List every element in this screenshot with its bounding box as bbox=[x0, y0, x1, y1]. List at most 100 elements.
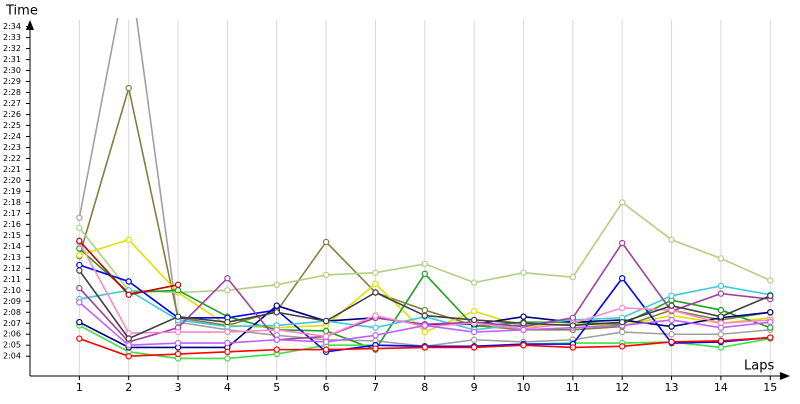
point bbox=[76, 245, 83, 252]
point bbox=[224, 287, 231, 294]
point bbox=[668, 316, 675, 324]
point bbox=[520, 320, 527, 327]
point bbox=[668, 292, 675, 299]
x-tick-label: 3 bbox=[175, 381, 182, 394]
point bbox=[125, 342, 132, 349]
point bbox=[76, 267, 83, 274]
point bbox=[125, 291, 132, 298]
x-tick-label: 5 bbox=[273, 381, 280, 394]
y-tick-label: 2:06 bbox=[3, 330, 21, 339]
y-tick-label: 2:29 bbox=[3, 77, 21, 86]
y-tick-label: 2:14 bbox=[3, 242, 21, 251]
y-tick-label: 2:09 bbox=[3, 297, 21, 306]
point bbox=[76, 224, 83, 231]
point bbox=[125, 335, 132, 342]
point bbox=[520, 342, 527, 349]
point bbox=[372, 312, 379, 319]
point bbox=[224, 318, 231, 326]
point bbox=[470, 336, 478, 343]
x-tick-label: 1 bbox=[76, 381, 83, 394]
y-tick-label: 2:07 bbox=[3, 319, 21, 328]
y-tick-label: 2:30 bbox=[3, 66, 21, 75]
point bbox=[421, 322, 429, 329]
point bbox=[470, 344, 478, 351]
point bbox=[619, 275, 626, 282]
point bbox=[569, 344, 577, 351]
x-axis-label: Laps bbox=[744, 359, 774, 374]
y-tick-label: 2:24 bbox=[3, 132, 21, 141]
point bbox=[717, 324, 725, 331]
point bbox=[224, 339, 231, 347]
point bbox=[125, 278, 132, 285]
x-tick-label: 4 bbox=[224, 381, 231, 394]
point bbox=[668, 323, 675, 330]
y-tick-label: 2:17 bbox=[3, 209, 21, 218]
point bbox=[668, 338, 675, 346]
point bbox=[421, 328, 429, 336]
point bbox=[767, 324, 774, 331]
x-tick-label: 2 bbox=[125, 381, 132, 394]
point bbox=[717, 337, 725, 345]
y-tick-label: 2:21 bbox=[3, 165, 21, 174]
point bbox=[273, 326, 280, 334]
point bbox=[76, 299, 83, 306]
y-tick-label: 2:16 bbox=[3, 220, 21, 229]
y-tick-label: 2:25 bbox=[3, 121, 21, 130]
x-tick-label: 12 bbox=[615, 381, 629, 394]
point bbox=[619, 328, 626, 336]
point bbox=[767, 292, 774, 299]
point bbox=[520, 326, 527, 334]
point bbox=[322, 238, 330, 246]
point bbox=[717, 255, 725, 262]
y-tick-label: 2:08 bbox=[3, 308, 21, 317]
point bbox=[372, 345, 379, 352]
point bbox=[668, 302, 675, 309]
point bbox=[372, 289, 379, 296]
y-tick-label: 2:10 bbox=[3, 286, 21, 295]
point bbox=[224, 348, 231, 356]
point bbox=[421, 344, 429, 351]
point bbox=[174, 287, 182, 294]
point bbox=[717, 313, 725, 320]
y-tick-label: 2:13 bbox=[3, 253, 21, 262]
point bbox=[767, 277, 774, 284]
point bbox=[273, 281, 280, 289]
y-tick-label: 2:28 bbox=[3, 88, 21, 97]
point bbox=[76, 335, 83, 342]
x-tick-label: 7 bbox=[372, 381, 379, 394]
point bbox=[174, 313, 182, 320]
point bbox=[520, 313, 527, 320]
x-arrow bbox=[780, 372, 790, 380]
y-tick-label: 2:20 bbox=[3, 176, 21, 185]
point bbox=[76, 251, 83, 259]
x-tick-label: 10 bbox=[517, 381, 531, 394]
point bbox=[322, 327, 330, 335]
point bbox=[125, 84, 132, 92]
point bbox=[767, 309, 774, 316]
point bbox=[273, 346, 280, 353]
y-arrow bbox=[26, 20, 34, 30]
y-tick-label: 2:22 bbox=[3, 154, 21, 163]
x-tick-label: 8 bbox=[421, 381, 428, 394]
point bbox=[224, 355, 231, 362]
y-tick-label: 2:33 bbox=[3, 33, 21, 42]
y-tick-label: 2:32 bbox=[3, 44, 21, 53]
y-tick-label: 2:31 bbox=[3, 55, 21, 64]
point bbox=[174, 350, 182, 358]
point bbox=[224, 328, 231, 336]
point bbox=[76, 261, 83, 269]
point bbox=[668, 331, 675, 338]
point bbox=[717, 290, 725, 297]
x-tick-label: 15 bbox=[763, 381, 777, 394]
y-axis-label: Time bbox=[5, 4, 38, 19]
plot-area bbox=[76, 18, 774, 362]
x-tick-label: 13 bbox=[665, 381, 679, 394]
point bbox=[322, 271, 330, 279]
point bbox=[421, 312, 429, 319]
point bbox=[273, 309, 280, 316]
point bbox=[125, 236, 132, 243]
point bbox=[619, 304, 626, 312]
x-tick-label: 11 bbox=[566, 381, 580, 394]
point bbox=[322, 333, 330, 340]
